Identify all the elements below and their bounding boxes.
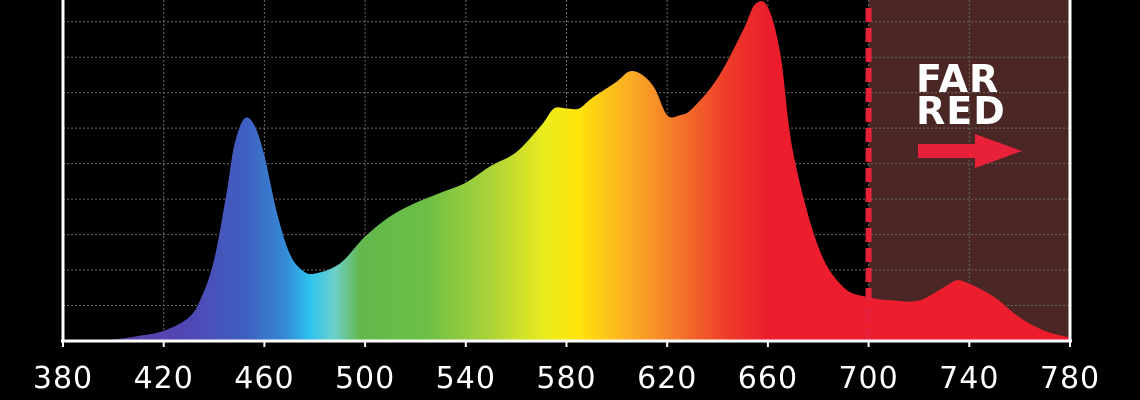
x-tick-label: 460 (234, 361, 294, 396)
x-tick-label: 780 (1040, 361, 1100, 396)
x-tick-label: 620 (637, 361, 697, 396)
x-tick-label: 660 (738, 361, 798, 396)
far-red-label-line2: RED (916, 89, 1006, 133)
x-tick-label: 420 (134, 361, 194, 396)
x-tick-label: 740 (939, 361, 999, 396)
x-tick-label: 380 (33, 361, 93, 396)
x-tick-label: 580 (536, 361, 596, 396)
x-tick-label: 700 (838, 361, 898, 396)
x-tick-labels: 380 420 460 500 540 580 620 660 700 740 780 (33, 341, 1100, 396)
x-tick-label: 500 (335, 361, 395, 396)
right-arrow-icon (918, 134, 1022, 168)
x-tick-label: 540 (436, 361, 496, 396)
spectrum-area (63, 1, 1070, 341)
far-red-label-line1: FAR (916, 57, 999, 101)
